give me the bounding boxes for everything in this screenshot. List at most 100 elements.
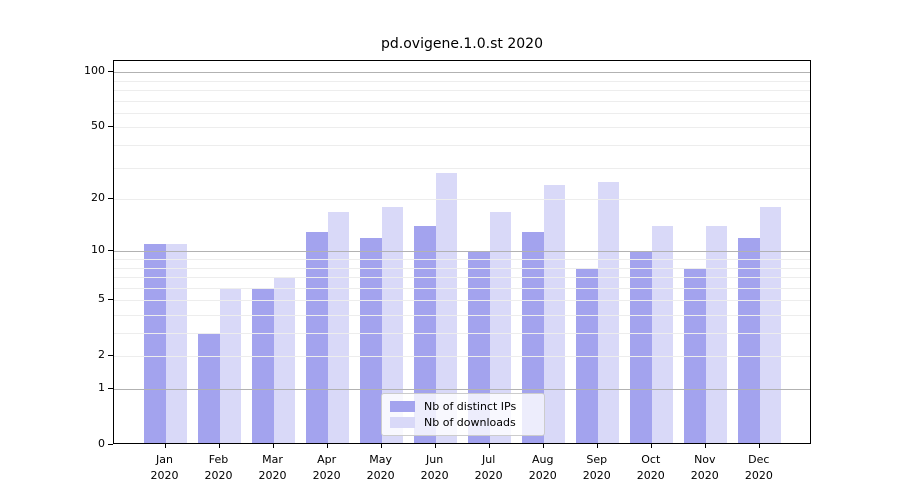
- legend-label-distinct-ips: Nb of distinct IPs: [424, 400, 517, 413]
- bar-distinct-ips-may: [360, 237, 382, 443]
- x-tick-label: Apr 2020: [299, 452, 355, 484]
- x-tick-label: Nov 2020: [677, 452, 733, 484]
- x-tick-year: 2020: [690, 469, 719, 482]
- legend-swatch-downloads: [390, 417, 415, 428]
- y-tick-label: 20: [91, 191, 105, 205]
- x-tick-year: 2020: [150, 469, 179, 482]
- bar-downloads-jun: [435, 172, 458, 443]
- y-tick-label: 2: [98, 348, 105, 362]
- x-tick-month: Jul: [482, 453, 496, 466]
- x-tick-mark: [218, 444, 220, 448]
- x-tick-year: 2020: [474, 469, 503, 482]
- bar-distinct-ips-jun: [414, 226, 436, 443]
- x-tick-month: Mar: [262, 453, 283, 466]
- x-tick-year: 2020: [204, 469, 233, 482]
- bar-downloads-oct: [651, 226, 674, 443]
- y-tick-mark: [108, 198, 113, 200]
- plot-area: Nb of distinct IPs Nb of downloads: [113, 60, 811, 444]
- x-tick-month: May: [369, 453, 392, 466]
- bar-downloads-sep: [597, 181, 620, 443]
- y-tick-label: 50: [91, 119, 105, 133]
- gridline-minor: [114, 259, 810, 260]
- legend-swatch-distinct-ips: [390, 401, 415, 412]
- x-tick-label: Feb 2020: [191, 452, 247, 484]
- x-tick-month: Jun: [426, 453, 444, 466]
- bar-distinct-ips-nov: [684, 267, 706, 443]
- y-tick-mark: [108, 388, 113, 389]
- x-tick-label: Mar 2020: [245, 452, 301, 484]
- x-tick-mark: [326, 444, 328, 448]
- y-tick-label: 1: [98, 381, 105, 394]
- x-tick-label: Aug 2020: [515, 452, 571, 484]
- gridline-minor: [114, 127, 810, 129]
- gridline-minor: [114, 90, 810, 92]
- x-tick-mark: [380, 444, 382, 448]
- bar-distinct-ips-dec: [738, 237, 760, 443]
- bar-downloads-feb: [219, 287, 242, 443]
- x-tick-mark: [164, 444, 166, 448]
- y-tick-mark: [108, 71, 113, 73]
- y-tick-label: 0: [98, 437, 105, 450]
- x-tick-month: Apr: [317, 453, 337, 466]
- x-tick-year: 2020: [636, 469, 665, 482]
- x-tick-mark: [488, 444, 490, 448]
- bar-downloads-jul: [489, 211, 512, 443]
- x-tick-year: 2020: [258, 469, 287, 482]
- x-tick-month: Feb: [208, 453, 229, 466]
- x-tick-year: 2020: [366, 469, 395, 482]
- bar-distinct-ips-aug: [522, 231, 544, 443]
- bar-downloads-mar: [273, 277, 296, 443]
- x-tick-label: Sep 2020: [569, 452, 625, 484]
- gridline-minor: [114, 167, 810, 169]
- gridline-minor: [114, 112, 810, 114]
- x-tick-year: 2020: [744, 469, 773, 482]
- gridline-minor: [114, 277, 810, 279]
- x-tick-mark: [758, 444, 760, 448]
- gridline-minor: [114, 80, 810, 82]
- bar-distinct-ips-sep: [576, 267, 598, 443]
- x-tick-mark: [272, 444, 274, 448]
- bar-distinct-ips-feb: [198, 333, 220, 443]
- gridline-major: [114, 251, 810, 253]
- x-tick-month: Dec: [748, 453, 770, 466]
- x-tick-mark: [596, 444, 598, 448]
- x-tick-year: 2020: [582, 469, 611, 482]
- bar-downloads-may: [381, 207, 404, 443]
- x-tick-mark: [704, 444, 706, 448]
- y-tick-mark: [108, 250, 113, 252]
- x-tick-label: Oct 2020: [623, 452, 679, 484]
- x-tick-year: 2020: [312, 469, 341, 482]
- x-tick-year: 2020: [528, 469, 557, 482]
- gridline-minor: [114, 300, 810, 302]
- x-tick-mark: [542, 444, 544, 448]
- x-tick-month: Oct: [641, 453, 661, 466]
- x-tick-label: May 2020: [353, 452, 409, 484]
- bar-downloads-apr: [327, 211, 350, 443]
- gridline-minor: [114, 333, 810, 335]
- gridline-minor: [114, 267, 810, 269]
- gridline-minor: [114, 100, 810, 102]
- x-tick-label: Dec 2020: [731, 452, 787, 484]
- y-tick-mark: [108, 126, 113, 128]
- bar-downloads-nov: [705, 226, 728, 443]
- y-tick-label: 100: [84, 64, 105, 78]
- bar-distinct-ips-oct: [630, 251, 652, 443]
- gridline-major: [114, 72, 810, 74]
- chart-title: pd.ovigene.1.0.st 2020: [381, 36, 543, 52]
- bar-downloads-dec: [759, 207, 782, 443]
- gridline-minor: [114, 314, 810, 316]
- gridline-minor: [114, 199, 810, 201]
- y-tick-label: 10: [91, 243, 105, 257]
- gridline-minor: [114, 356, 810, 358]
- x-tick-year: 2020: [420, 469, 449, 482]
- x-tick-month: Jan: [156, 453, 173, 466]
- x-tick-mark: [650, 444, 652, 448]
- x-tick-month: Nov: [694, 453, 716, 466]
- bar-downloads-jan: [165, 244, 187, 443]
- bar-distinct-ips-apr: [306, 231, 328, 443]
- x-tick-mark: [434, 444, 436, 448]
- legend-item-downloads: Nb of downloads: [390, 416, 536, 429]
- x-tick-label: Jun 2020: [407, 452, 463, 484]
- legend-label-downloads: Nb of downloads: [424, 416, 516, 429]
